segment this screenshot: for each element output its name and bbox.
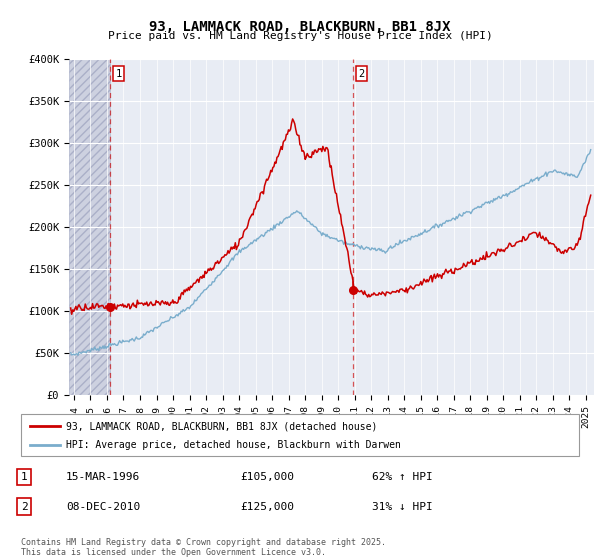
Text: 62% ↑ HPI: 62% ↑ HPI [372, 472, 433, 482]
Text: 31% ↓ HPI: 31% ↓ HPI [372, 502, 433, 512]
Text: 93, LAMMACK ROAD, BLACKBURN, BB1 8JX (detached house): 93, LAMMACK ROAD, BLACKBURN, BB1 8JX (de… [66, 421, 377, 431]
Text: 93, LAMMACK ROAD, BLACKBURN, BB1 8JX: 93, LAMMACK ROAD, BLACKBURN, BB1 8JX [149, 20, 451, 34]
Text: 1: 1 [115, 69, 122, 79]
Text: £105,000: £105,000 [240, 472, 294, 482]
Text: 15-MAR-1996: 15-MAR-1996 [66, 472, 140, 482]
Text: Price paid vs. HM Land Registry's House Price Index (HPI): Price paid vs. HM Land Registry's House … [107, 31, 493, 41]
Text: £125,000: £125,000 [240, 502, 294, 512]
Text: 1: 1 [20, 472, 28, 482]
Text: Contains HM Land Registry data © Crown copyright and database right 2025.
This d: Contains HM Land Registry data © Crown c… [21, 538, 386, 557]
Text: 08-DEC-2010: 08-DEC-2010 [66, 502, 140, 512]
Text: HPI: Average price, detached house, Blackburn with Darwen: HPI: Average price, detached house, Blac… [66, 440, 401, 450]
Text: 2: 2 [358, 69, 365, 79]
Bar [69, 59, 110, 395]
Text: 2: 2 [20, 502, 28, 512]
